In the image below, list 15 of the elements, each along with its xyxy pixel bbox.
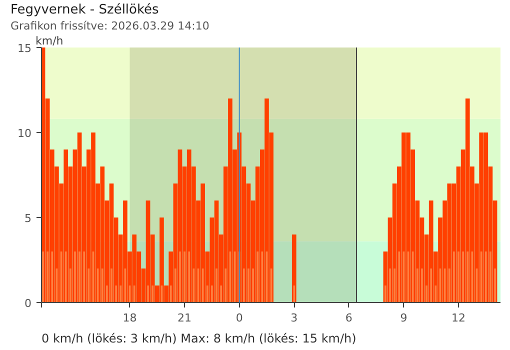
- x-tick-label: 18: [122, 312, 137, 324]
- x-tick-label: 3: [290, 312, 298, 324]
- text: 0 km/h (lökés: 3 km/h) Max: 8 km/h (lökés: 15 km/h): [42, 332, 356, 346]
- x-tick-label: 6: [345, 312, 352, 324]
- y-tick-label: 5: [24, 212, 32, 225]
- x-tick-label: 21: [178, 312, 192, 324]
- chart-subtitle: Grafikon frissítve: 2026.03.29 14:10: [10, 20, 210, 32]
- x-tick-label: 9: [400, 312, 408, 324]
- chart-title: Fegyvernek - Széllökés: [10, 2, 160, 18]
- y-tick-label: 15: [18, 42, 32, 55]
- x-tick-label: 0: [236, 312, 243, 324]
- y-tick-label: 10: [18, 127, 32, 140]
- y-tick-label: 0: [24, 297, 32, 310]
- y-axis-title: km/h: [36, 34, 64, 48]
- x-tick-label: 12: [451, 312, 466, 324]
